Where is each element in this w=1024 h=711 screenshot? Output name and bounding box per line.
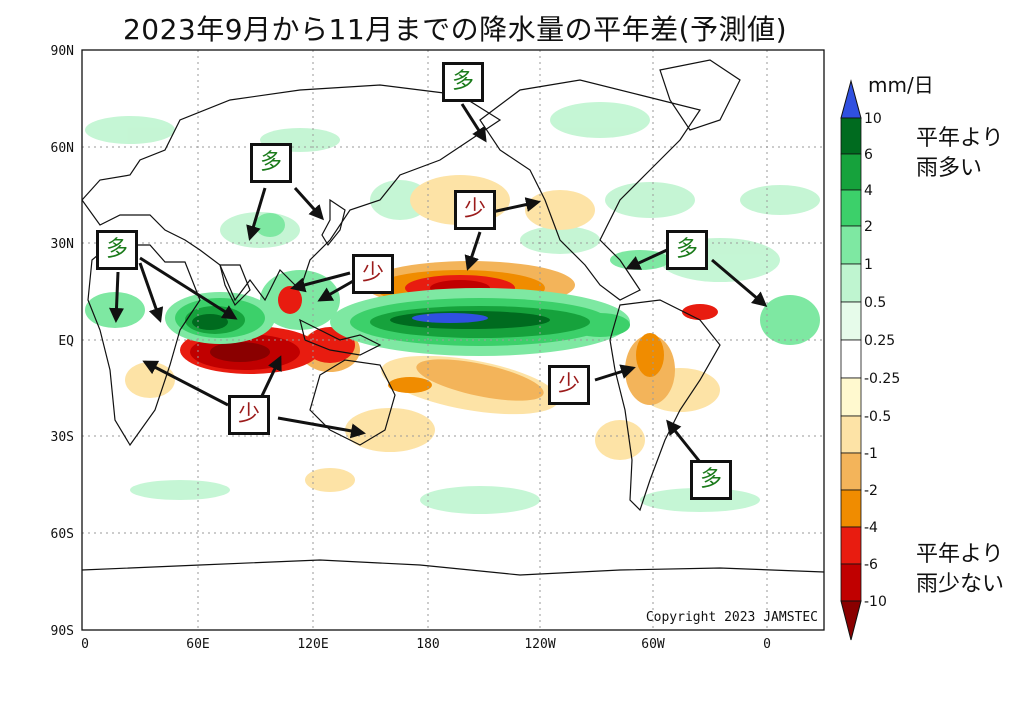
legend-level-minus-10: -10 (864, 594, 887, 610)
legend-top-label: 平年より 雨多い (916, 124, 1004, 184)
label-less-andes: 少 (548, 365, 590, 405)
lon-tick-0-east: 0 (763, 637, 771, 652)
label-more-africa: 多 (96, 230, 138, 270)
legend-unit: mm/日 (868, 73, 934, 97)
legend-swatch-4 (840, 225, 862, 265)
label-more-alaska: 多 (442, 62, 484, 102)
legend-swatch-14 (840, 600, 862, 641)
label-more-east-asia: 多 (250, 143, 292, 183)
legend-level-minus-0-25: -0.25 (864, 371, 900, 387)
map-title: 2023年9月から11月までの降水量の平年差(予測値) (122, 13, 788, 46)
legend-bottom-label: 平年より 雨少ない (916, 540, 1004, 600)
legend-bottom-line-2: 雨少ない (916, 572, 1005, 597)
legend-top-line-1: 平年より (916, 126, 1004, 151)
legend-swatch-7 (840, 339, 862, 379)
legend-level-2: 2 (864, 219, 873, 235)
longitude-axis: 0 60E 120E 180 120W 60W 0 (81, 637, 771, 652)
label-less-indian-ocean: 少 (228, 395, 270, 435)
lat-tick-60s: 60S (51, 527, 74, 542)
legend-swatch-0 (840, 79, 862, 119)
label-less-north-pacific: 少 (454, 190, 496, 230)
legend-level-minus-4: -4 (864, 520, 878, 536)
lat-tick-90n: 90N (51, 44, 74, 59)
label-more-south-america: 多 (690, 460, 732, 500)
lat-tick-30s: 30S (51, 430, 74, 445)
legend-swatch-8 (840, 377, 862, 417)
lat-tick-60n: 60N (51, 141, 74, 156)
legend-swatch-2 (840, 153, 862, 191)
lon-tick-60w: 60W (641, 637, 665, 652)
legend-swatch-13 (840, 563, 862, 602)
annotation-arrows (109, 103, 768, 463)
legend-labels: 10 6 4 2 1 0.5 0.25 -0.25 -0.5 -1 -2 -4 … (864, 111, 900, 610)
lon-tick-0: 0 (81, 637, 89, 652)
lat-tick-30n: 30N (51, 237, 74, 252)
lon-tick-60e: 60E (186, 637, 209, 652)
legend-bottom-line-1: 平年より (916, 542, 1004, 567)
copyright-text: Copyright 2023 JAMSTEC (646, 610, 818, 625)
legend-level-0-25: 0.25 (864, 333, 895, 349)
legend-top-line-2: 雨多い (916, 156, 983, 181)
lon-tick-120w: 120W (524, 637, 555, 652)
legend-colorbar (840, 79, 862, 641)
legend-level-10: 10 (864, 111, 882, 127)
label-more-atlantic: 多 (666, 230, 708, 270)
legend-swatch-10 (840, 452, 862, 491)
legend-level-0-5: 0.5 (864, 295, 886, 311)
label-less-philippines: 少 (352, 254, 394, 294)
legend-level-minus-0-5: -0.5 (864, 409, 891, 425)
legend-level-4: 4 (864, 183, 873, 199)
map-frame (81, 49, 825, 631)
latitude-axis: 90N 60N 30N EQ 30S 60S 90S (51, 44, 75, 639)
legend-level-minus-6: -6 (864, 557, 878, 573)
legend-level-minus-1: -1 (864, 446, 878, 462)
legend-swatch-3 (840, 189, 862, 227)
legend-swatch-11 (840, 489, 862, 528)
legend-swatch-6 (840, 301, 862, 341)
legend-level-1: 1 (864, 257, 873, 273)
legend-level-minus-2: -2 (864, 483, 878, 499)
lon-tick-180: 180 (416, 637, 439, 652)
lat-tick-eq: EQ (58, 334, 74, 349)
coastlines (82, 59, 824, 576)
lon-tick-120e: 120E (297, 637, 328, 652)
legend-swatch-12 (840, 526, 862, 565)
legend-swatch-9 (840, 415, 862, 454)
legend-swatch-5 (840, 263, 862, 303)
legend-level-6: 6 (864, 147, 873, 163)
legend-swatch-1 (840, 117, 862, 155)
lat-tick-90s: 90S (51, 624, 74, 639)
